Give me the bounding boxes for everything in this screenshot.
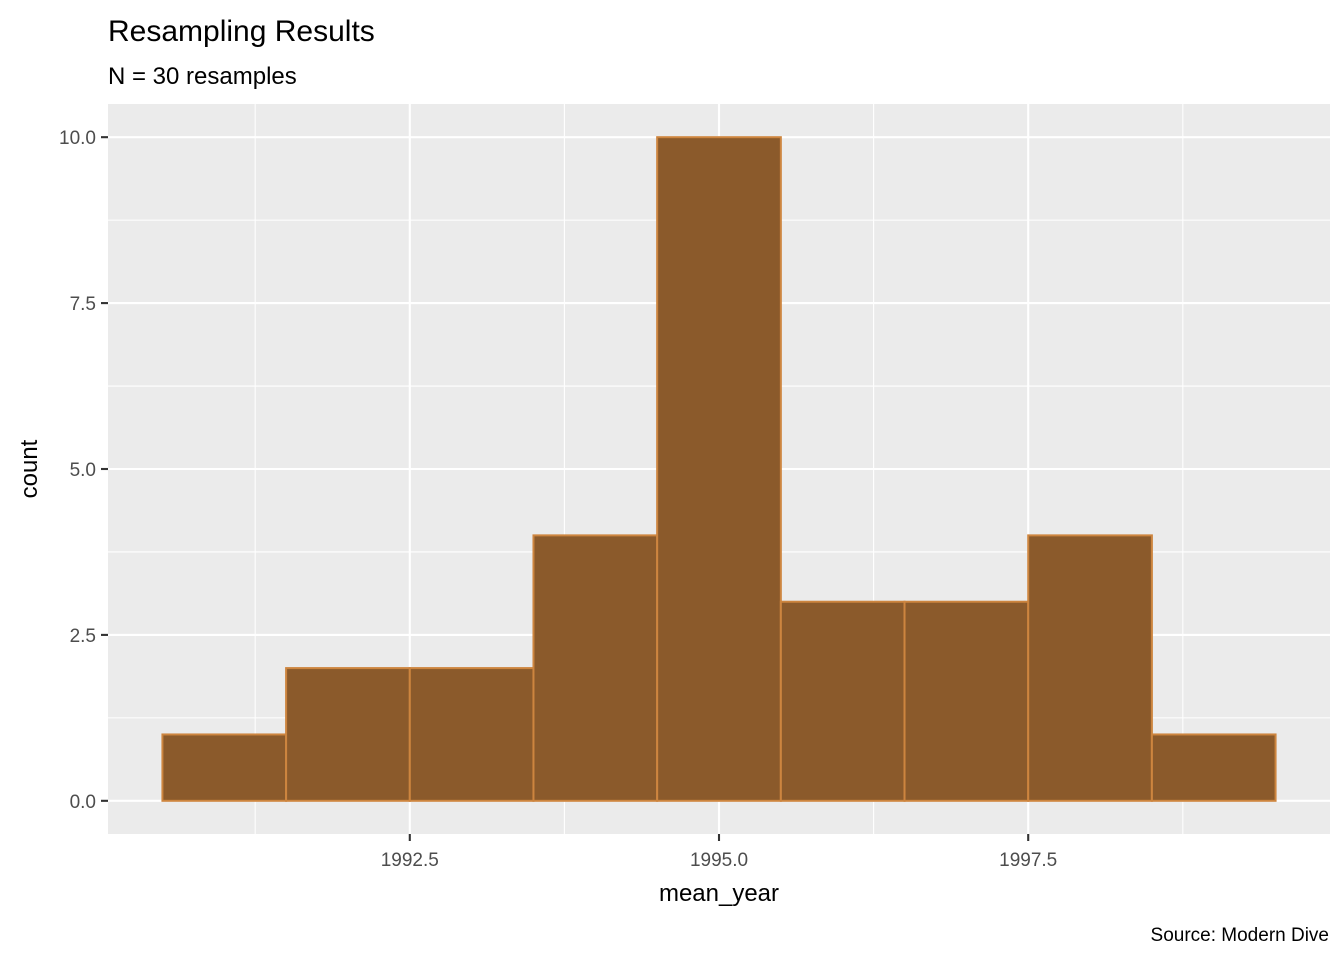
chart-caption: Source: Modern Dive	[1151, 925, 1329, 946]
chart-subtitle: N = 30 resamples	[108, 63, 297, 90]
histogram-bars	[161, 136, 1277, 802]
histogram-bar	[779, 600, 906, 802]
histogram-bar	[161, 733, 288, 802]
y-axis-ticks: 0.0 2.5 5.0 7.5 10.0	[59, 128, 108, 813]
y-tick-label: 10.0	[59, 128, 96, 149]
y-axis-title: count	[16, 439, 43, 498]
y-tick-label: 2.5	[70, 626, 96, 647]
histogram-bar	[532, 534, 659, 802]
x-tick-label: 1995.0	[690, 850, 748, 871]
y-tick-label: 5.0	[70, 460, 96, 481]
histogram-bar	[1150, 733, 1277, 802]
y-tick-label: 7.5	[70, 294, 96, 315]
histogram-bar	[656, 136, 782, 802]
histogram-bar	[903, 600, 1030, 802]
histogram-bar	[285, 667, 411, 802]
histogram-bar	[408, 667, 535, 802]
x-axis-title: mean_year	[659, 880, 779, 907]
chart-title: Resampling Results	[108, 15, 375, 48]
x-tick-label: 1997.5	[999, 850, 1057, 871]
x-tick-label: 1992.5	[381, 850, 439, 871]
x-axis-ticks: 1992.5 1995.0 1997.5	[381, 834, 1057, 871]
y-tick-label: 0.0	[70, 792, 96, 813]
histogram-bar	[1027, 534, 1153, 802]
